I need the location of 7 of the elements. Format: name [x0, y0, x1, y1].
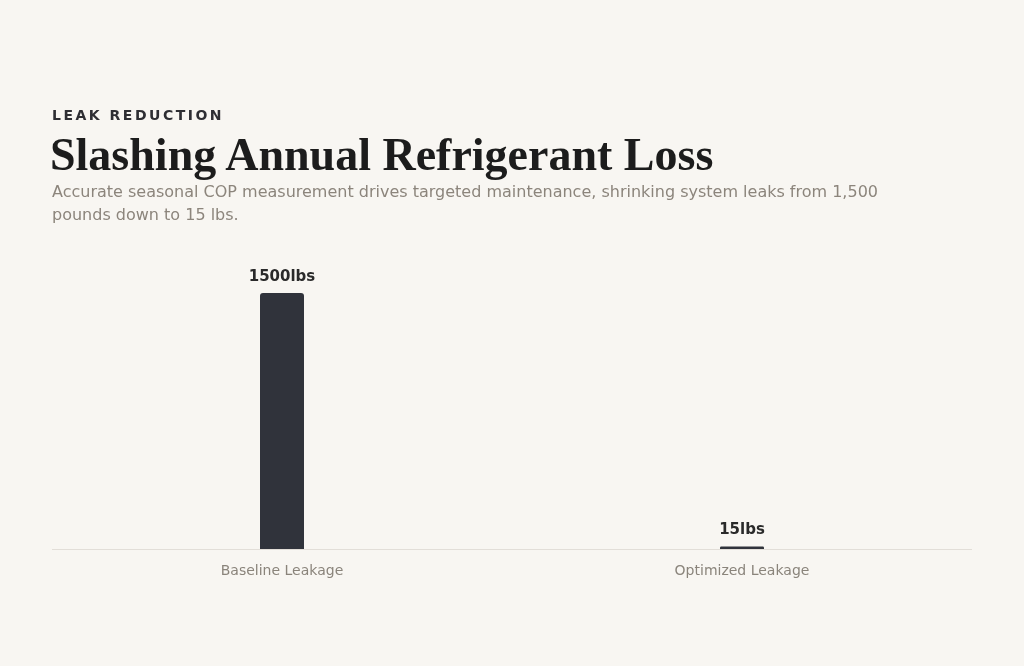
text: LEAK REDUCTION	[52, 107, 225, 123]
data-label: 15lbs	[719, 520, 765, 539]
chart-subtitle: Accurate seasonal COP measurement drives targeted maintenance, shrinking system leaks from 1,500 pounds down to 15 lbs.	[52, 182, 878, 224]
x-tick-label: Baseline Leakage	[220, 562, 344, 578]
data-label: 1500lbs	[248, 267, 316, 285]
x-tick-label: Optimized Leakage	[674, 562, 810, 578]
chart-title: Slashing Annual Refrigerant Loss	[50, 129, 714, 180]
